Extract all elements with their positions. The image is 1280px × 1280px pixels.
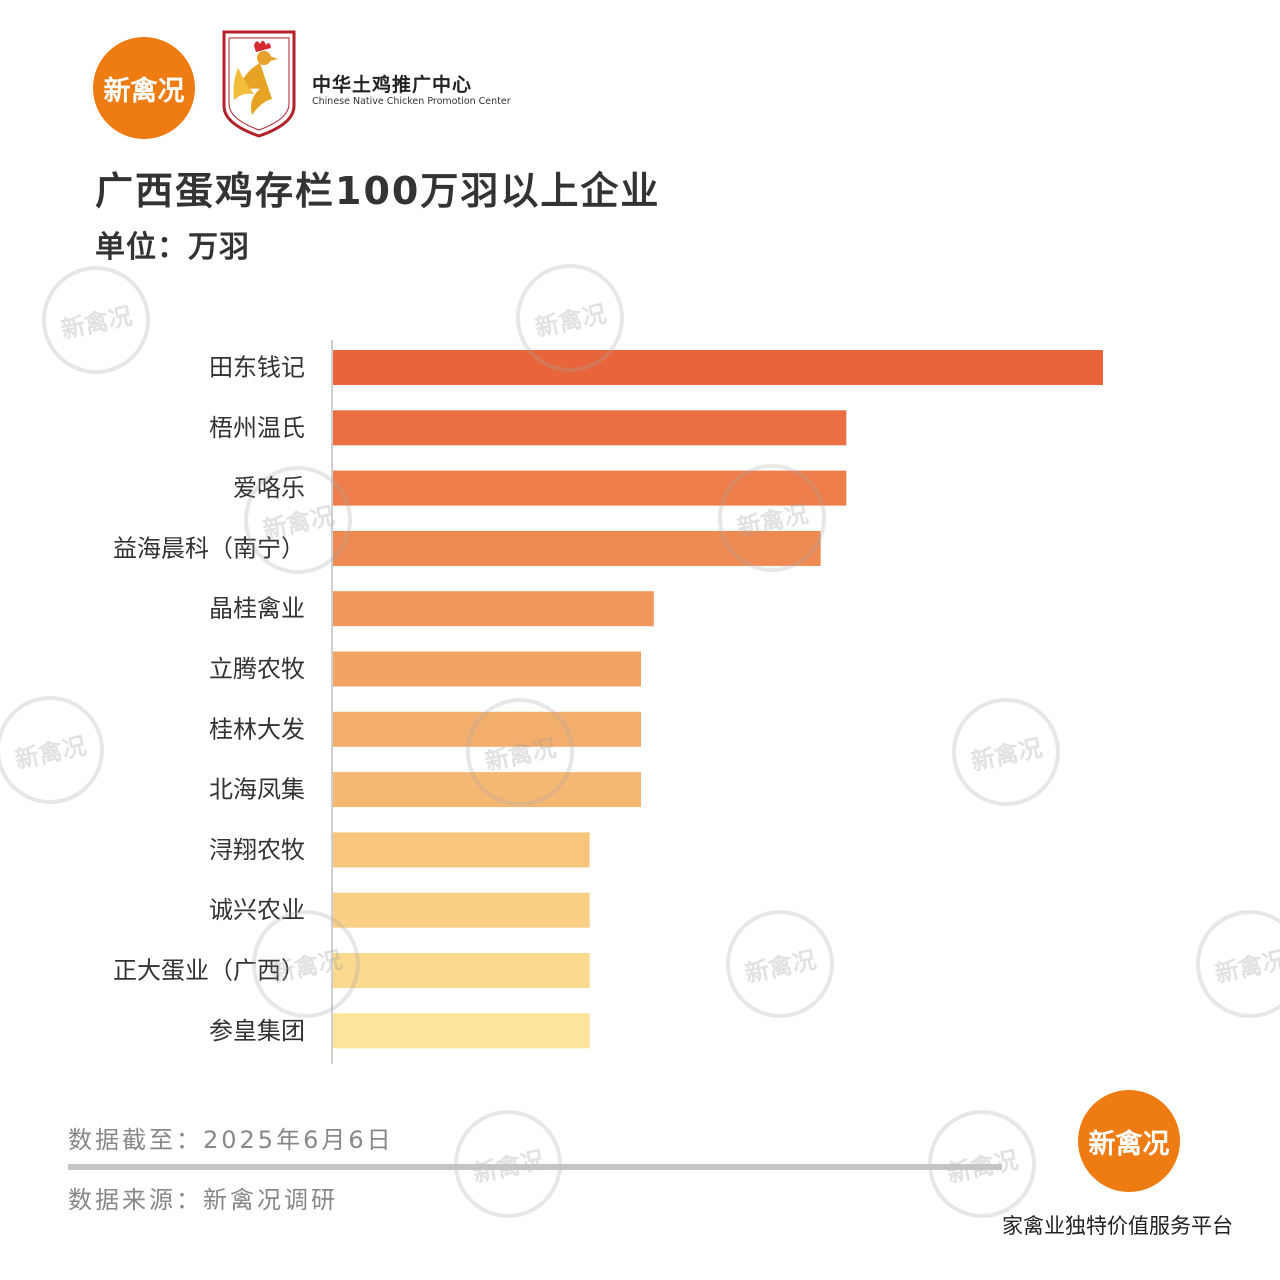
data-source-note: 数据来源：新禽况调研 <box>68 1186 338 1214</box>
center-name-english: Chinese Native Chicken Promotion Center <box>312 96 511 107</box>
platform-slogan: 家禽业独特价值服务平台 <box>1002 1214 1233 1238</box>
rooster-icon <box>222 30 296 138</box>
category-label: 桂林大发 <box>209 715 305 743</box>
bar <box>333 1013 590 1049</box>
category-label: 梧州温氏 <box>209 414 305 442</box>
brand-logo: 新禽况 <box>1078 1090 1180 1192</box>
bar <box>333 711 641 747</box>
category-label: 爱咯乐 <box>233 474 305 502</box>
category-label: 北海凤集 <box>209 776 305 804</box>
data-date-note: 数据截至：2025年6月6日 <box>68 1126 394 1154</box>
bar <box>333 591 654 627</box>
bar <box>333 953 590 988</box>
bar <box>333 832 590 868</box>
bar <box>333 892 590 928</box>
bar <box>333 350 1103 385</box>
brand-logo: 新禽况 <box>93 37 195 139</box>
category-label: 晶桂禽业 <box>209 595 305 623</box>
chart-unit: 单位：万羽 <box>95 230 250 265</box>
bar <box>333 410 847 446</box>
category-label: 益海晨科（南宁） <box>113 534 305 562</box>
bar <box>333 651 641 687</box>
category-label: 正大蛋业（广西） <box>113 957 305 985</box>
chart-title: 广西蛋鸡存栏100万羽以上企业 <box>95 169 661 213</box>
category-label: 参皇集团 <box>209 1017 305 1045</box>
category-label: 田东钱记 <box>209 354 305 382</box>
footer-divider <box>68 1164 1002 1170</box>
category-label: 诚兴农业 <box>209 896 305 924</box>
center-name: 中华土鸡推广中心 <box>312 74 473 96</box>
bar <box>333 470 847 506</box>
category-label: 立腾农牧 <box>209 655 305 683</box>
bar <box>333 772 641 808</box>
category-label: 浔翔农牧 <box>209 836 305 864</box>
bar <box>333 530 821 566</box>
